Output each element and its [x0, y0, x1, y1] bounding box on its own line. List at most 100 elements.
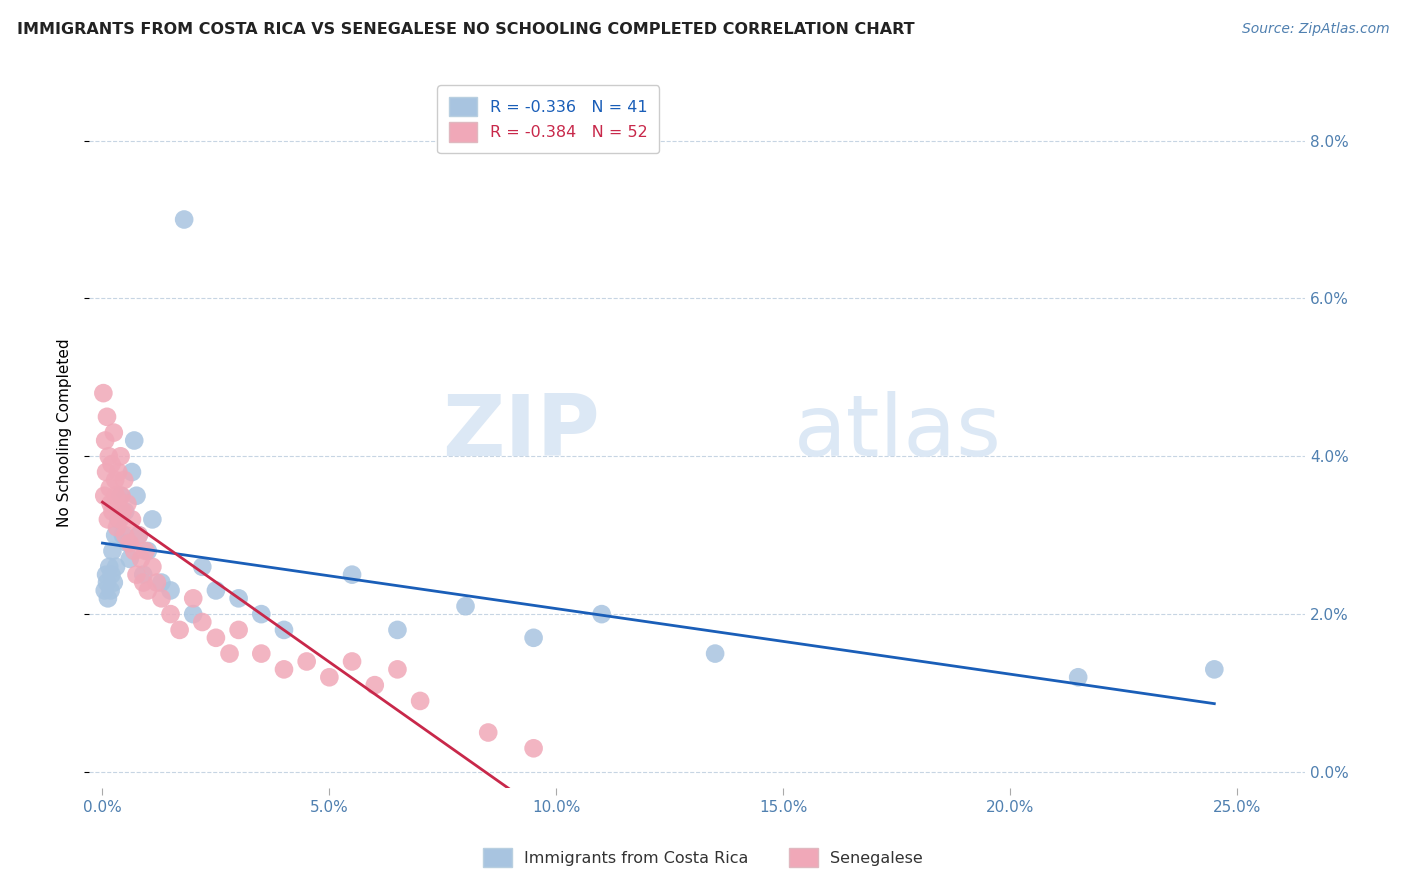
Point — [454, 599, 477, 614]
Point — [93, 583, 115, 598]
Point — [122, 434, 145, 448]
Point — [340, 567, 363, 582]
Point — [107, 512, 129, 526]
Point — [105, 559, 128, 574]
Point — [387, 623, 409, 637]
Point — [97, 512, 120, 526]
Text: atlas: atlas — [794, 391, 1002, 474]
Point — [318, 670, 340, 684]
Point — [94, 434, 117, 448]
Point — [132, 575, 155, 590]
Text: Source: ZipAtlas.com: Source: ZipAtlas.com — [1241, 22, 1389, 37]
Point — [159, 583, 181, 598]
Point — [105, 489, 128, 503]
Point — [146, 575, 169, 590]
Point — [118, 536, 141, 550]
Point — [136, 583, 159, 598]
Point — [110, 489, 132, 503]
Point — [103, 425, 125, 440]
Point — [122, 544, 145, 558]
Point — [94, 465, 117, 479]
Point — [97, 591, 120, 606]
Point — [181, 591, 204, 606]
Point — [100, 457, 122, 471]
Point — [295, 655, 318, 669]
Point — [141, 512, 163, 526]
Point — [173, 212, 195, 227]
Point — [129, 552, 152, 566]
Point — [97, 450, 120, 464]
Point — [364, 678, 387, 692]
Point — [100, 497, 122, 511]
Point — [250, 647, 273, 661]
Point — [523, 741, 546, 756]
Point — [1067, 670, 1090, 684]
Point — [228, 623, 250, 637]
Point — [103, 575, 125, 590]
Point — [105, 520, 128, 534]
Point — [340, 655, 363, 669]
Point — [228, 591, 250, 606]
Point — [118, 552, 141, 566]
Point — [250, 607, 273, 621]
Point — [111, 528, 134, 542]
Point — [93, 489, 115, 503]
Point — [205, 631, 228, 645]
Point — [125, 489, 148, 503]
Point — [100, 583, 122, 598]
Point — [110, 489, 132, 503]
Y-axis label: No Schooling Completed: No Schooling Completed — [58, 338, 72, 527]
Point — [117, 497, 139, 511]
Point — [1204, 662, 1226, 676]
Point — [110, 450, 132, 464]
Point — [591, 607, 613, 621]
Point — [128, 528, 150, 542]
Point — [93, 386, 115, 401]
Point — [191, 615, 214, 629]
Point — [114, 504, 136, 518]
Point — [136, 544, 159, 558]
Point — [111, 504, 134, 518]
Point — [100, 567, 122, 582]
Point — [205, 583, 228, 598]
Point — [94, 567, 117, 582]
Point — [125, 567, 148, 582]
Point — [101, 504, 124, 518]
Text: ZIP: ZIP — [441, 391, 600, 474]
Point — [128, 528, 150, 542]
Point — [114, 528, 136, 542]
Point — [218, 647, 240, 661]
Point — [150, 575, 173, 590]
Point — [523, 631, 546, 645]
Point — [108, 512, 131, 526]
Point — [132, 567, 155, 582]
Point — [117, 536, 139, 550]
Point — [121, 465, 143, 479]
Text: IMMIGRANTS FROM COSTA RICA VS SENEGALESE NO SCHOOLING COMPLETED CORRELATION CHAR: IMMIGRANTS FROM COSTA RICA VS SENEGALESE… — [17, 22, 914, 37]
Legend: Immigrants from Costa Rica, Senegalese: Immigrants from Costa Rica, Senegalese — [475, 839, 931, 875]
Point — [387, 662, 409, 676]
Point — [112, 473, 135, 487]
Legend: R = -0.336   N = 41, R = -0.384   N = 52: R = -0.336 N = 41, R = -0.384 N = 52 — [437, 86, 659, 153]
Point — [150, 591, 173, 606]
Point — [191, 559, 214, 574]
Point — [96, 575, 118, 590]
Point — [107, 465, 129, 479]
Point — [104, 473, 127, 487]
Point — [104, 528, 127, 542]
Point — [98, 559, 121, 574]
Point — [121, 512, 143, 526]
Point — [181, 607, 204, 621]
Point — [273, 623, 295, 637]
Point — [135, 544, 157, 558]
Point — [477, 725, 499, 739]
Point — [169, 623, 191, 637]
Point — [409, 694, 432, 708]
Point — [101, 544, 124, 558]
Point — [141, 559, 163, 574]
Point — [273, 662, 295, 676]
Point — [98, 481, 121, 495]
Point — [704, 647, 727, 661]
Point — [96, 409, 118, 424]
Point — [159, 607, 181, 621]
